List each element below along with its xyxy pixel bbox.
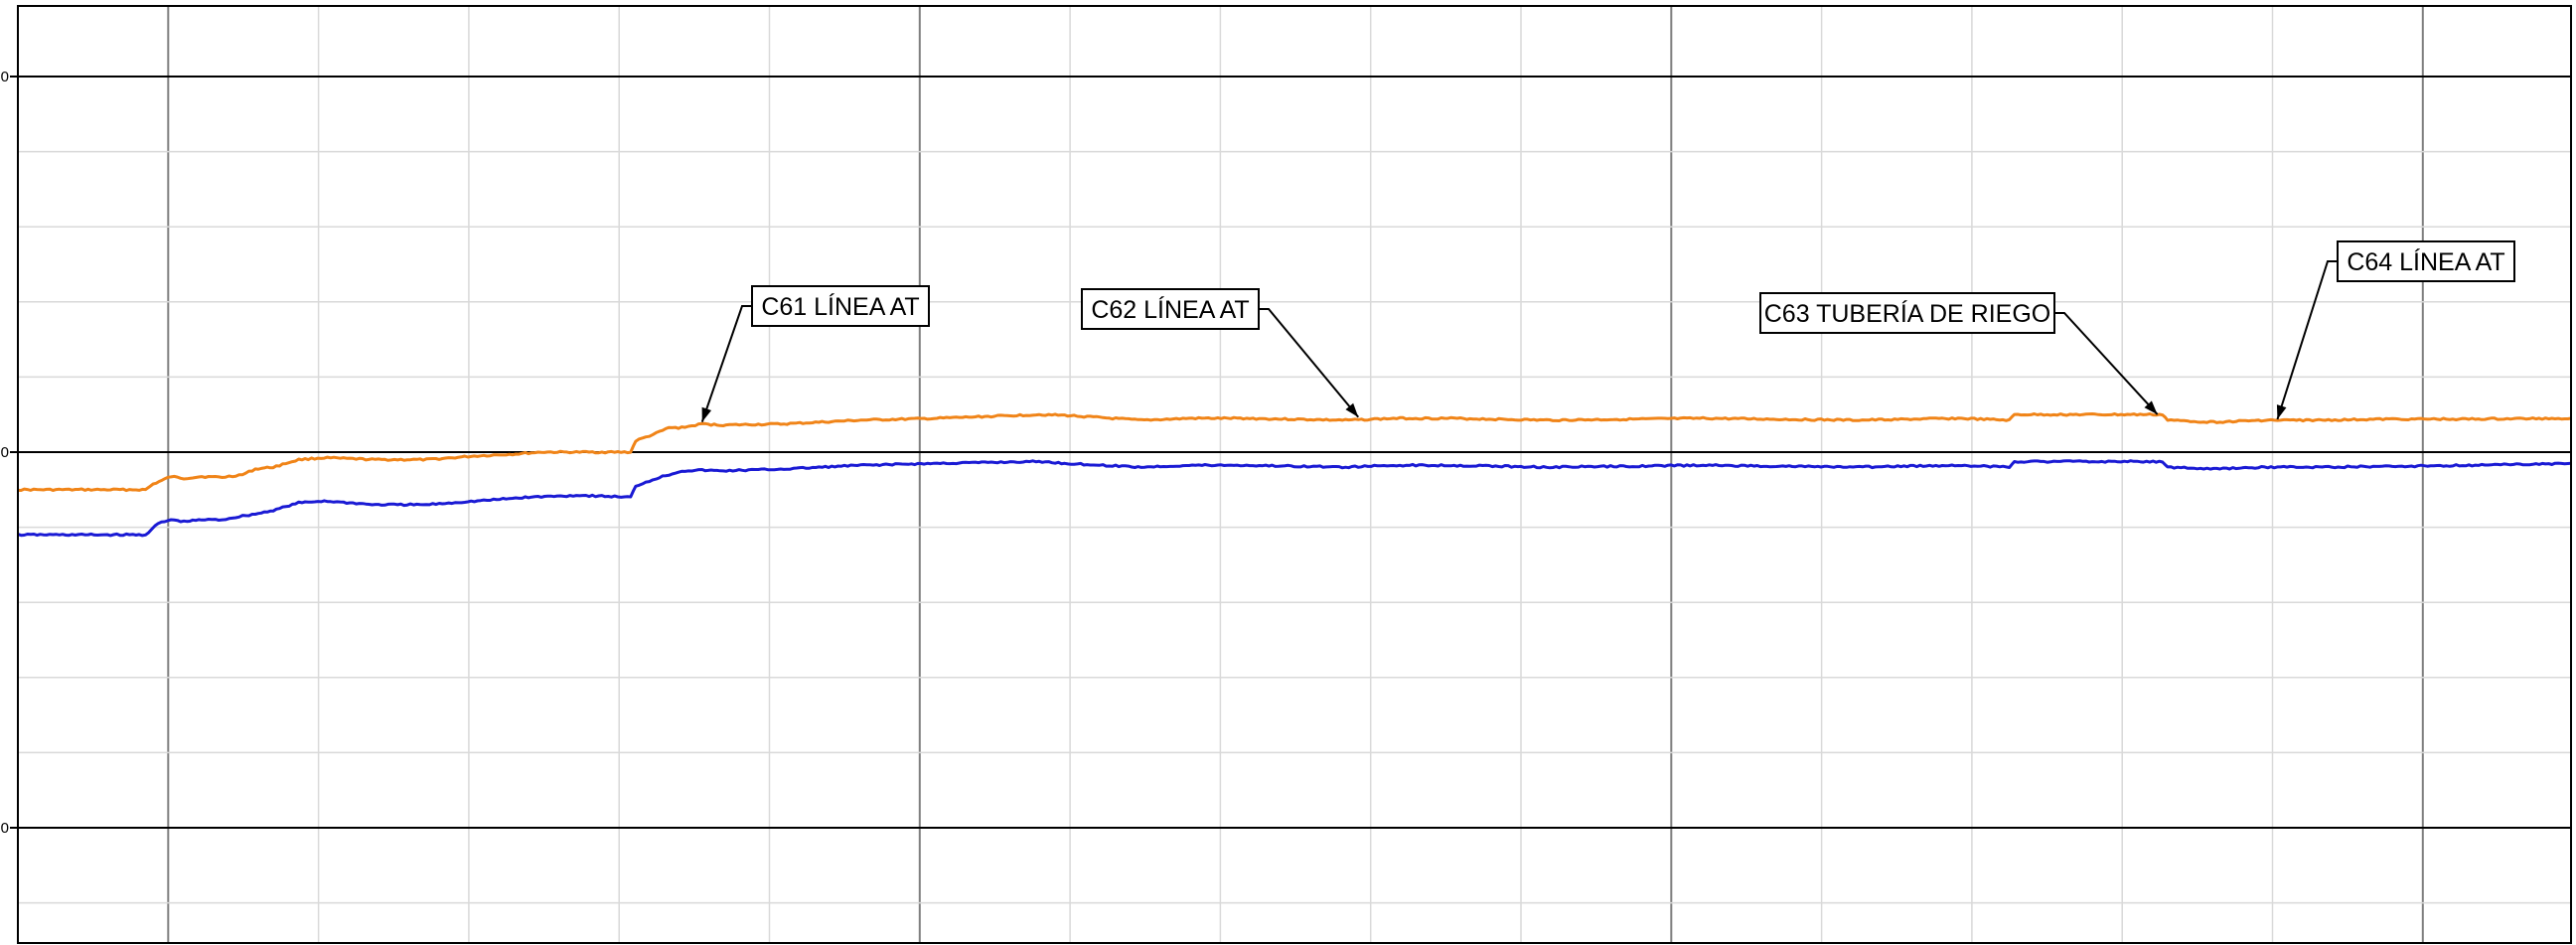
callout-box: [1081, 288, 1260, 330]
callout-leader: [2276, 260, 2338, 420]
chart-grid: [18, 6, 2571, 943]
callout-label: C63 TUBERÍA DE RIEGO: [1764, 299, 2051, 328]
callout-arrowhead: [1345, 402, 1359, 417]
callout: C64 LÍNEA AT: [2276, 240, 2515, 420]
series-line: [17, 459, 2572, 538]
callout-box: [2337, 240, 2515, 282]
series-line: [17, 412, 2572, 493]
callout-arrowhead: [2144, 400, 2158, 415]
callout-arrowhead: [2276, 404, 2287, 420]
callout-label: C61 LÍNEA AT: [761, 292, 919, 321]
callout-box: [751, 285, 930, 327]
y-tick-label: 0: [1, 444, 9, 461]
callout: C62 LÍNEA AT: [1081, 288, 1360, 418]
callout-label: C64 LÍNEA AT: [2347, 247, 2504, 276]
y-tick-label: 0: [1, 69, 9, 85]
callout-arrowhead: [701, 406, 712, 422]
y-axis-ticks: 0 0 0: [1, 69, 18, 837]
y-tick-label: 0: [1, 820, 9, 837]
callout-leader: [2054, 312, 2159, 415]
callout: C61 LÍNEA AT: [700, 285, 930, 422]
callout-box: [1759, 292, 2055, 334]
callout-leader: [700, 305, 752, 422]
callout-label: C62 LÍNEA AT: [1091, 295, 1249, 324]
plot-frame: [17, 5, 2572, 944]
callout-leader: [1259, 308, 1360, 418]
callout: C63 TUBERÍA DE RIEGO: [1759, 292, 2159, 415]
chart-annotations: C61 LÍNEA AT C62 LÍNEA AT C63 TUBERÍA DE R…: [700, 240, 2515, 422]
chart-series: [17, 412, 2572, 538]
